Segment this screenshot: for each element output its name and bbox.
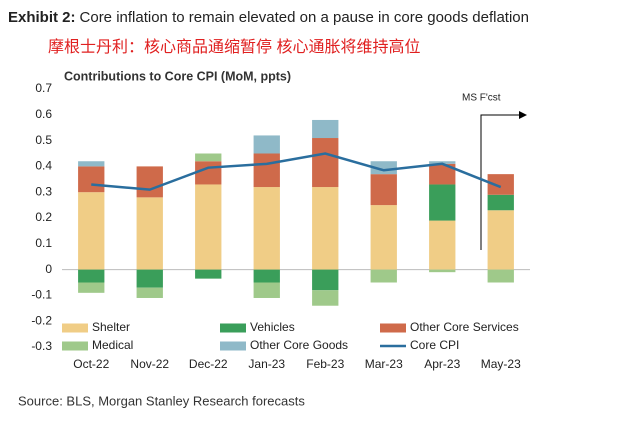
bar-segment [195,269,222,279]
bar-segment [370,269,397,283]
bar-segment [78,192,105,270]
legend-label: Other Core Goods [250,338,348,352]
bar-segment [78,166,105,193]
bar-segment [253,282,280,298]
bar-segment [429,269,456,273]
bar-segment [312,187,339,270]
x-tick-label: May-23 [481,357,521,371]
bar-segment [312,119,339,139]
exhibit-title: Core inflation to remain elevated on a p… [80,9,529,26]
bar-segment [370,174,397,206]
bar-segment [487,194,514,211]
legend-swatch [62,323,88,333]
bar-segment [136,166,163,198]
y-tick-label: -0.3 [31,339,52,353]
bar-segment [253,135,280,154]
x-tick-label: Apr-23 [424,357,460,371]
bar-segment [370,161,397,175]
bar-segment [312,290,339,306]
line-series [91,152,502,191]
x-tick-label: Jan-23 [248,357,285,371]
bar-segment [312,269,339,291]
y-tick-label: 0.5 [35,133,52,147]
x-tick-label: Mar-23 [365,357,403,371]
bar-segment [195,161,222,185]
source: Source: BLS, Morgan Stanley Research for… [18,393,305,408]
forecast-arrow [519,111,527,119]
bar-segment [487,210,514,270]
legend-swatch [380,323,406,333]
bar-segment [253,153,280,188]
header: Exhibit 2: Core inflation to remain eleva… [8,9,529,26]
y-tick-label: 0.4 [35,159,52,173]
bar-segment [78,269,105,283]
bar-segment [253,187,280,270]
y-tick-label: -0.1 [31,288,52,302]
subtitle: 摩根士丹利：核心商品通缩暂停 核心通胀将维持高位 [48,38,420,56]
legend-label: Vehicles [250,320,295,334]
y-tick-label: 0.3 [35,184,52,198]
x-tick-label: Nov-22 [130,357,169,371]
forecast-marker [480,114,522,250]
y-tick-label: 0.7 [35,81,52,95]
legend-label: Other Core Services [410,320,519,334]
bar-segment [370,205,397,270]
legend-swatch [220,323,246,333]
bar-segment [195,184,222,270]
y-tick-label: 0.1 [35,236,52,250]
x-tick-label: Oct-22 [73,357,109,371]
bar-segment [487,269,514,283]
legend-label: Shelter [92,320,130,334]
chart-title: Contributions to Core CPI (MoM, ppts) [64,69,291,83]
y-tick-label: 0.2 [35,210,52,224]
x-tick-label: Dec-22 [189,357,228,371]
bar-segment [78,282,105,293]
legend-label: Core CPI [410,338,459,352]
bar-segment [429,184,456,221]
legend-swatch [220,341,246,351]
bar-segment [253,269,280,283]
bar-segment [312,138,339,188]
bar-segment [136,287,163,298]
bar-segment [429,163,456,185]
y-tick-label: 0.6 [35,107,52,121]
bar-segment [195,153,222,162]
exhibit-label: Exhibit 2: [8,9,76,26]
bar-segment [78,161,105,167]
x-tick-label: Feb-23 [306,357,344,371]
bar-segment [487,174,514,195]
bar-segment [429,220,456,270]
legend-swatch [62,341,88,351]
bar-segment [429,161,456,164]
y-tick-label: 0 [45,262,52,276]
legend-label: Medical [92,338,133,352]
bar-segment [136,269,163,288]
y-tick-label: -0.2 [31,313,52,327]
bar-segment [136,197,163,270]
annotation: MS F'cst [462,93,501,104]
